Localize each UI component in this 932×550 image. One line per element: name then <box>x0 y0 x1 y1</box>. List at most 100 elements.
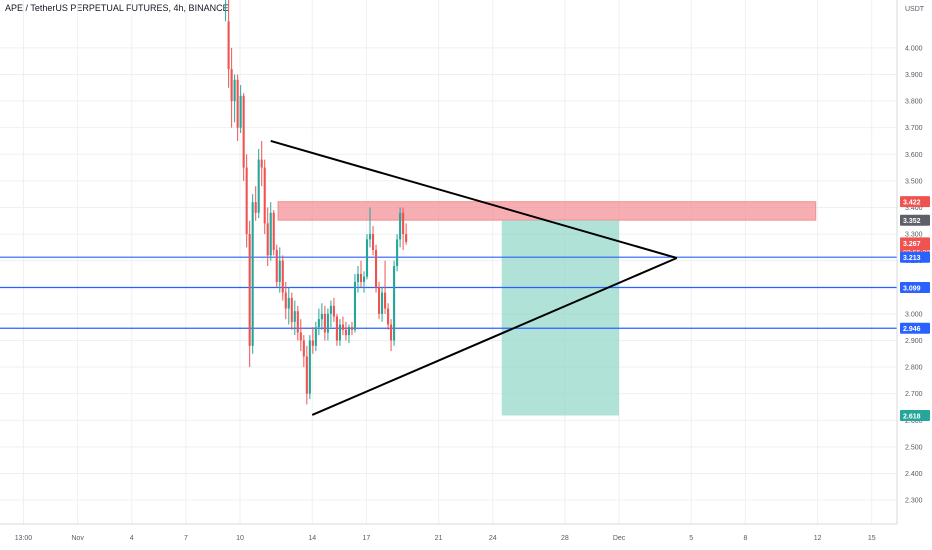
candle-down <box>281 260 284 293</box>
candle-down <box>305 356 308 394</box>
candle-down <box>374 250 378 288</box>
candle-up <box>320 313 323 320</box>
price-tick-label: 3.600 <box>905 152 923 159</box>
candle-up <box>269 212 272 256</box>
candle-down <box>405 234 408 243</box>
time-tick-label: 28 <box>561 535 569 542</box>
price-badge-label: 2.946 <box>903 326 921 333</box>
price-badge <box>900 409 930 421</box>
candle-up <box>287 297 290 309</box>
candle-down <box>390 324 393 341</box>
candle-down <box>299 332 302 341</box>
candle-up <box>356 273 360 282</box>
candle-up <box>338 324 341 341</box>
price-badge-label: 2.618 <box>903 413 921 420</box>
candle-up <box>257 159 260 213</box>
candle-down <box>341 324 344 330</box>
candle-up <box>317 319 320 328</box>
time-tick-label: 5 <box>689 535 693 542</box>
chart-title: APE / TetherUS PERPETUAL FUTURES, 4h, BI… <box>5 3 229 13</box>
price-badge-label: 3.099 <box>903 286 921 293</box>
time-tick-label: 8 <box>743 535 747 542</box>
triangle-upper-line <box>270 140 678 259</box>
candle-down <box>335 316 338 341</box>
candle-up <box>314 327 317 346</box>
candle-down <box>344 329 348 336</box>
time-tick-label: 13:00 <box>15 535 33 542</box>
time-tick-label: 21 <box>435 535 443 542</box>
candle-down <box>311 340 314 346</box>
price-tick-label: 2.600 <box>905 418 923 425</box>
time-tick-label: 14 <box>308 535 316 542</box>
candle-up <box>396 239 399 266</box>
candle-up <box>293 311 296 322</box>
candle-up <box>233 79 236 102</box>
candle-down <box>236 79 239 128</box>
candle-down <box>332 305 335 317</box>
candle-down <box>275 250 278 282</box>
price-badge-label: 3.267 <box>903 241 921 248</box>
candle-up <box>365 239 369 277</box>
price-scale <box>897 0 932 550</box>
time-tick-label: 4 <box>130 535 134 542</box>
price-tick-label: 2.400 <box>905 471 923 478</box>
candle-down <box>323 313 326 333</box>
price-badge <box>900 282 930 294</box>
price-tick-label: 3.400 <box>905 205 923 212</box>
candle-down <box>290 297 293 322</box>
candle-up <box>278 260 281 282</box>
candle-down <box>266 223 269 256</box>
candle-down <box>227 21 230 70</box>
time-tick-label: Nov <box>71 535 84 542</box>
time-tick-label: 17 <box>362 535 370 542</box>
price-tick-label: 2.800 <box>905 365 923 372</box>
price-badge <box>900 322 930 334</box>
time-tick-label: 10 <box>236 535 244 542</box>
candle-down <box>387 308 390 325</box>
candle-up <box>362 276 366 282</box>
candle-down <box>296 311 299 333</box>
candle-up <box>251 202 254 346</box>
price-badge-label: 3.422 <box>903 200 921 207</box>
candle-up <box>353 281 357 330</box>
price-tick-label: 2.700 <box>905 391 923 398</box>
price-badge <box>900 251 930 263</box>
price-tick-label: 3.300 <box>905 232 923 239</box>
price-tick-label: 2.900 <box>905 338 923 345</box>
price-badge <box>900 214 930 226</box>
price-tick-label: 3.900 <box>905 72 923 79</box>
candle-up <box>381 292 384 314</box>
time-tick-label: 7 <box>184 535 188 542</box>
candle-up <box>329 305 332 314</box>
candle-down <box>245 167 248 235</box>
candle-down <box>402 212 405 235</box>
price-tick-label: 3.700 <box>905 125 923 132</box>
price-tick-label: 3.000 <box>905 311 923 318</box>
price-badge-label: 3.352 <box>903 218 921 225</box>
time-tick-label: 24 <box>489 535 497 542</box>
candle-down <box>350 327 354 330</box>
candle-down <box>371 234 375 251</box>
candle-down <box>359 273 363 282</box>
time-tick-label: 15 <box>868 535 876 542</box>
candle-up <box>347 327 351 336</box>
price-tick-label: 3.800 <box>905 99 923 106</box>
candle-up <box>239 95 242 128</box>
resistance-zone <box>277 201 817 221</box>
time-tick-label: 12 <box>814 535 822 542</box>
price-tick-label: 4.000 <box>905 45 923 52</box>
triangle-lower-line <box>311 257 678 416</box>
candle-up <box>399 212 402 240</box>
price-badge-label: 3.213 <box>903 255 921 262</box>
candle-down <box>377 287 381 314</box>
candle-down <box>242 95 245 168</box>
price-tick-label: 3.500 <box>905 178 923 185</box>
candle-up <box>368 234 372 240</box>
price-badge <box>900 196 930 208</box>
candle-down <box>384 292 387 309</box>
candle-down <box>272 212 275 251</box>
target-zone <box>501 220 620 416</box>
price-tick-label: 2.300 <box>905 498 923 505</box>
candle-down <box>230 69 233 102</box>
